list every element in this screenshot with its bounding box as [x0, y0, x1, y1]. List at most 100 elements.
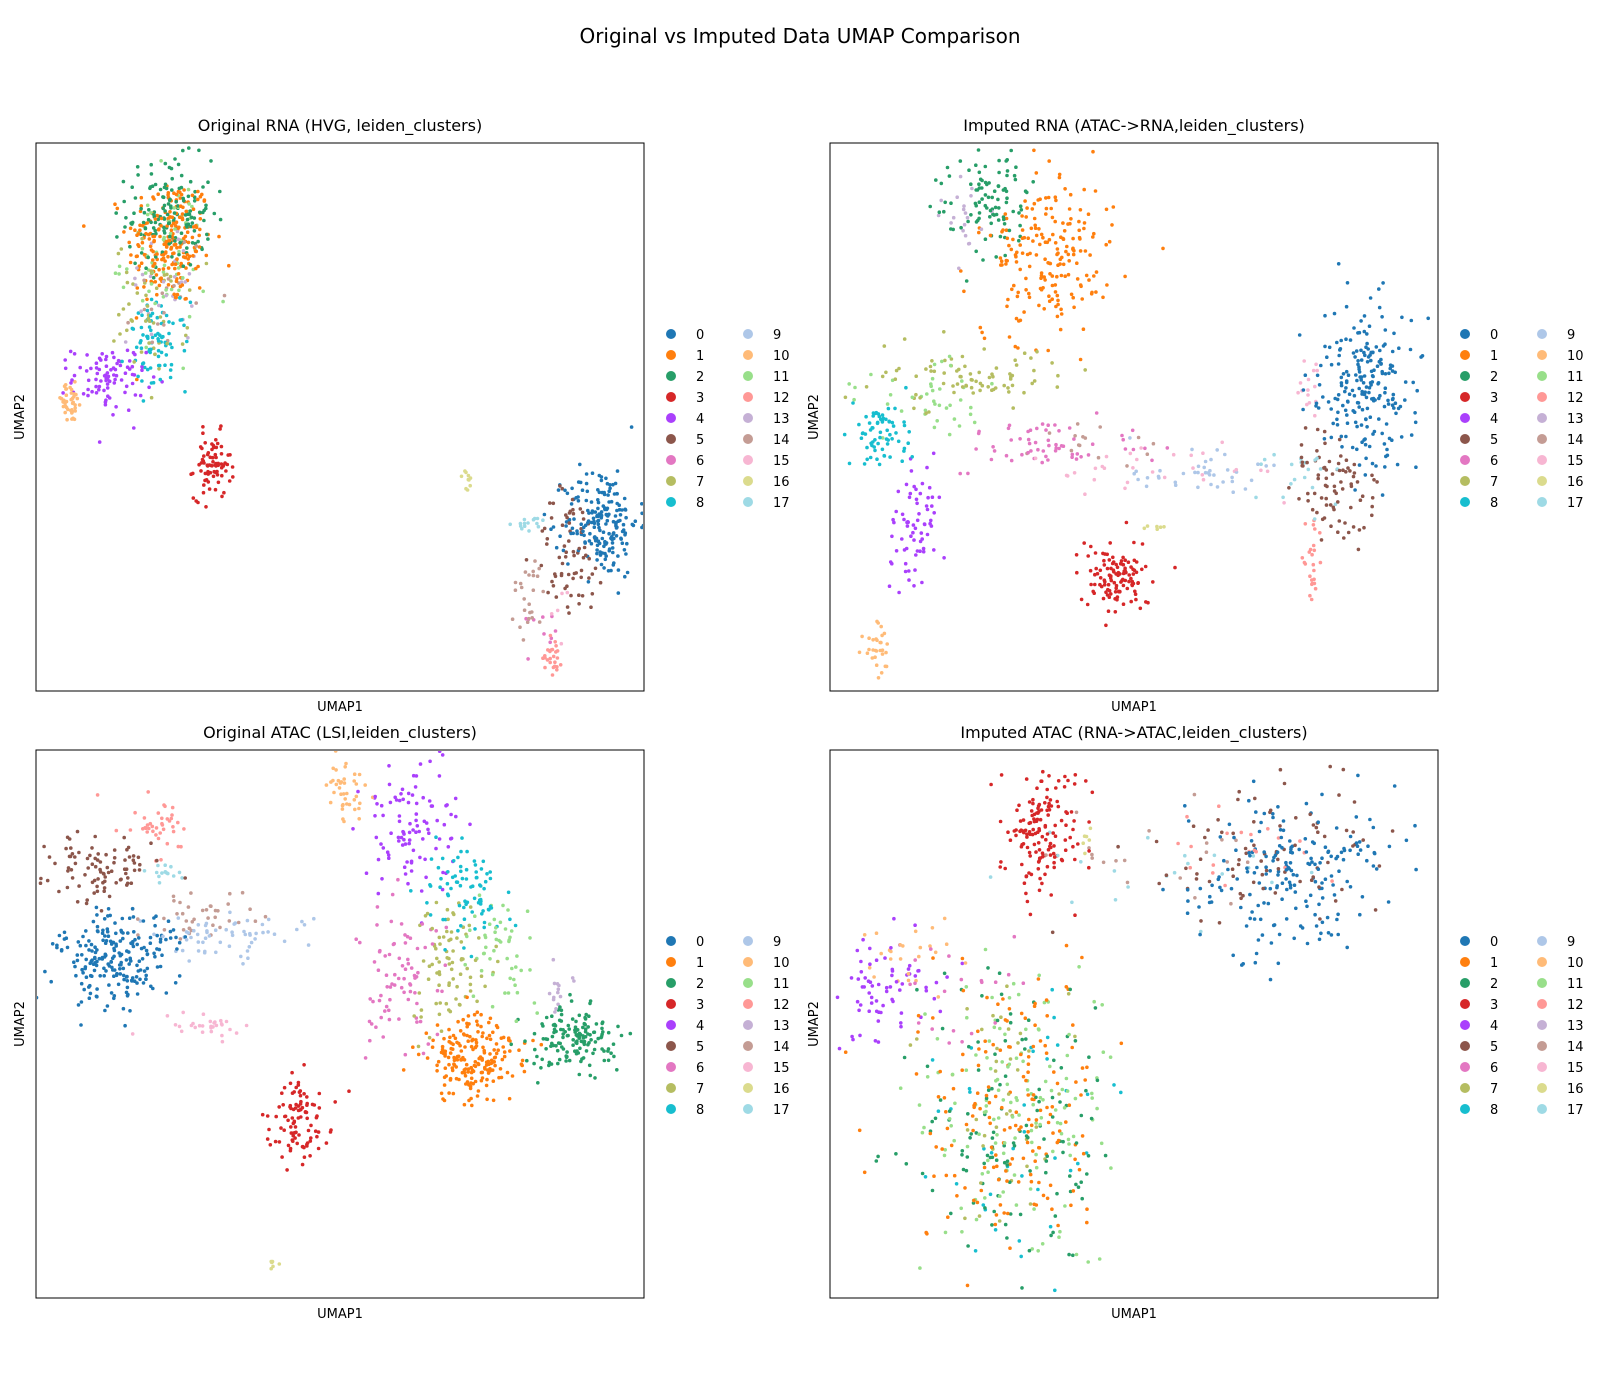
point-cluster-4: [113, 367, 118, 372]
point-cluster-1: [1015, 250, 1019, 255]
point-cluster-2: [1074, 1182, 1078, 1187]
point-cluster-5: [566, 572, 571, 577]
point-cluster-0: [130, 906, 135, 911]
point-cluster-7: [434, 900, 439, 905]
point-cluster-10: [873, 655, 877, 659]
point-cluster-4: [440, 887, 445, 892]
point-cluster-3: [1008, 838, 1013, 842]
point-cluster-6: [1094, 411, 1099, 415]
point-cluster-2: [151, 226, 156, 230]
point-cluster-3: [1066, 778, 1070, 783]
point-cluster-0: [1339, 338, 1343, 343]
point-cluster-2: [1005, 1236, 1009, 1240]
point-cluster-5: [560, 486, 565, 491]
point-cluster-7: [169, 279, 173, 283]
point-cluster-2: [574, 1028, 578, 1033]
point-cluster-0: [137, 959, 142, 963]
legend-marker-5: [666, 434, 676, 444]
point-cluster-8: [865, 457, 869, 462]
point-cluster-11: [985, 1056, 989, 1060]
point-cluster-6: [1027, 441, 1032, 446]
point-cluster-2: [583, 1022, 587, 1027]
point-cluster-9: [1249, 478, 1254, 483]
point-cluster-1: [1007, 335, 1012, 339]
point-cluster-0: [1218, 835, 1223, 839]
point-cluster-0: [575, 529, 579, 533]
point-cluster-1: [173, 262, 178, 267]
point-cluster-1: [485, 1077, 489, 1082]
point-cluster-3: [1048, 841, 1053, 846]
point-cluster-1: [435, 1069, 439, 1073]
point-cluster-1: [1048, 272, 1052, 276]
point-cluster-3: [1111, 555, 1115, 560]
point-cluster-5: [572, 553, 576, 558]
point-cluster-10: [874, 637, 878, 641]
point-cluster-1: [491, 1030, 495, 1035]
point-cluster-7: [1034, 1125, 1039, 1129]
point-cluster-3: [1098, 582, 1102, 587]
point-cluster-1: [166, 254, 170, 259]
point-cluster-10: [879, 624, 883, 629]
point-cluster-10: [874, 931, 879, 935]
point-cluster-4: [868, 962, 872, 966]
point-cluster-1: [1080, 297, 1084, 301]
point-cluster-5: [550, 579, 554, 584]
point-cluster-1: [1020, 251, 1025, 255]
point-cluster-1: [484, 1063, 489, 1067]
point-cluster-4: [857, 1008, 861, 1013]
point-cluster-1: [442, 1036, 446, 1041]
point-cluster-0: [1369, 350, 1373, 355]
point-cluster-11: [1095, 1106, 1099, 1111]
point-cluster-1: [1011, 237, 1015, 242]
point-cluster-2: [995, 1323, 999, 1327]
point-cluster-6: [1150, 458, 1154, 463]
point-cluster-8: [902, 420, 906, 424]
point-cluster-8: [482, 886, 486, 891]
point-cluster-2: [177, 252, 181, 257]
point-cluster-8: [982, 1147, 986, 1151]
point-cluster-5: [1311, 823, 1316, 827]
point-cluster-7: [454, 997, 458, 1001]
point-cluster-1: [475, 1010, 480, 1014]
point-cluster-1: [1053, 219, 1057, 224]
point-cluster-0: [1366, 355, 1371, 359]
point-cluster-3: [216, 461, 220, 466]
point-cluster-12: [171, 829, 176, 834]
point-cluster-2: [1031, 180, 1035, 184]
point-cluster-1: [171, 221, 176, 226]
point-cluster-12: [545, 658, 550, 662]
point-cluster-10: [328, 800, 333, 805]
point-cluster-5: [98, 867, 102, 872]
point-cluster-2: [1018, 204, 1023, 208]
point-cluster-14: [206, 916, 210, 920]
point-cluster-4: [851, 1037, 855, 1042]
point-cluster-3: [1043, 872, 1047, 877]
point-cluster-4: [69, 381, 73, 385]
point-cluster-2: [1045, 1154, 1049, 1158]
point-cluster-5: [1220, 830, 1224, 835]
point-cluster-3: [1045, 795, 1049, 800]
point-cluster-10: [73, 403, 77, 407]
point-cluster-0: [1350, 445, 1355, 450]
point-cluster-4: [900, 512, 905, 517]
point-cluster-17: [154, 870, 159, 875]
point-cluster-7: [147, 319, 152, 324]
point-cluster-6: [553, 629, 558, 633]
point-cluster-2: [1020, 1037, 1024, 1042]
point-cluster-4: [376, 857, 381, 862]
point-cluster-11: [1009, 1100, 1013, 1105]
point-cluster-2: [206, 237, 210, 241]
point-cluster-4: [892, 916, 896, 921]
point-cluster-14: [213, 915, 217, 920]
point-cluster-2: [139, 251, 144, 255]
point-cluster-6: [1070, 455, 1074, 460]
point-cluster-17: [522, 524, 527, 528]
point-cluster-2: [123, 225, 127, 229]
point-cluster-14: [192, 917, 196, 922]
point-cluster-8: [182, 323, 186, 328]
point-cluster-0: [592, 525, 597, 529]
point-cluster-0: [1374, 345, 1379, 349]
point-cluster-0: [1370, 397, 1374, 401]
point-cluster-3: [1065, 811, 1069, 815]
point-cluster-0: [1363, 473, 1368, 477]
